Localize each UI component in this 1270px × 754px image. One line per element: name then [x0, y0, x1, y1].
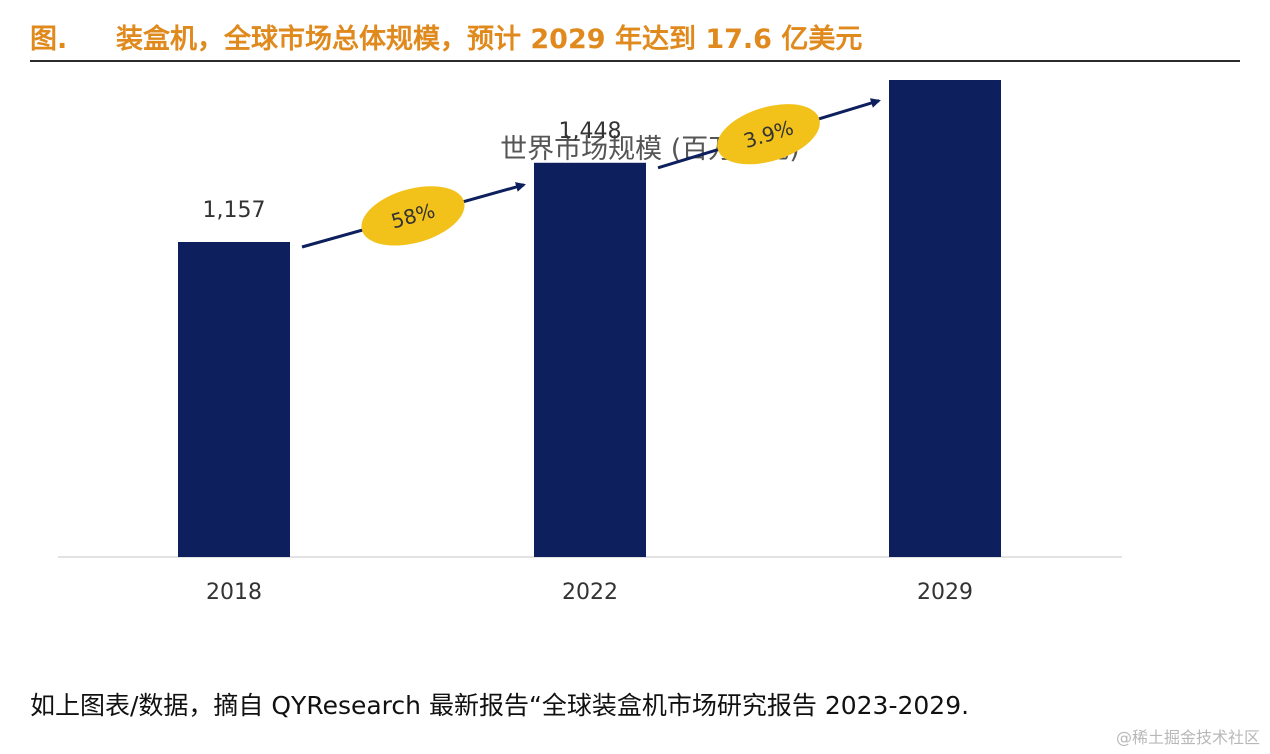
bar-2029	[889, 80, 1001, 558]
bar-chart: 世界市场规模 (百万美元) 1,15720181,44820221,757202…	[58, 80, 1122, 605]
value-label-2018: 1,157	[203, 198, 266, 223]
figure-title: 装盒机，全球市场总体规模，预计 2029 年达到 17.6 亿美元	[116, 24, 863, 55]
watermark: @稀土掘金技术社区	[1115, 728, 1260, 747]
figure-header: 图. 装盒机，全球市场总体规模，预计 2029 年达到 17.6 亿美元	[30, 14, 1240, 62]
source-footnote: 如上图表/数据，摘自 QYResearch 最新报告“全球装盒机市场研究报告 2…	[30, 691, 970, 720]
tick-label-2029: 2029	[917, 580, 973, 605]
figure-label: 图.	[30, 24, 68, 55]
value-label-2022: 1,448	[559, 119, 622, 144]
tick-label-2022: 2022	[562, 580, 618, 605]
bar-2018	[178, 242, 290, 557]
growth-badge-2	[717, 104, 820, 165]
bar-2022	[534, 162, 646, 557]
tick-label-2018: 2018	[206, 580, 262, 605]
growth-badge-1	[361, 186, 465, 246]
